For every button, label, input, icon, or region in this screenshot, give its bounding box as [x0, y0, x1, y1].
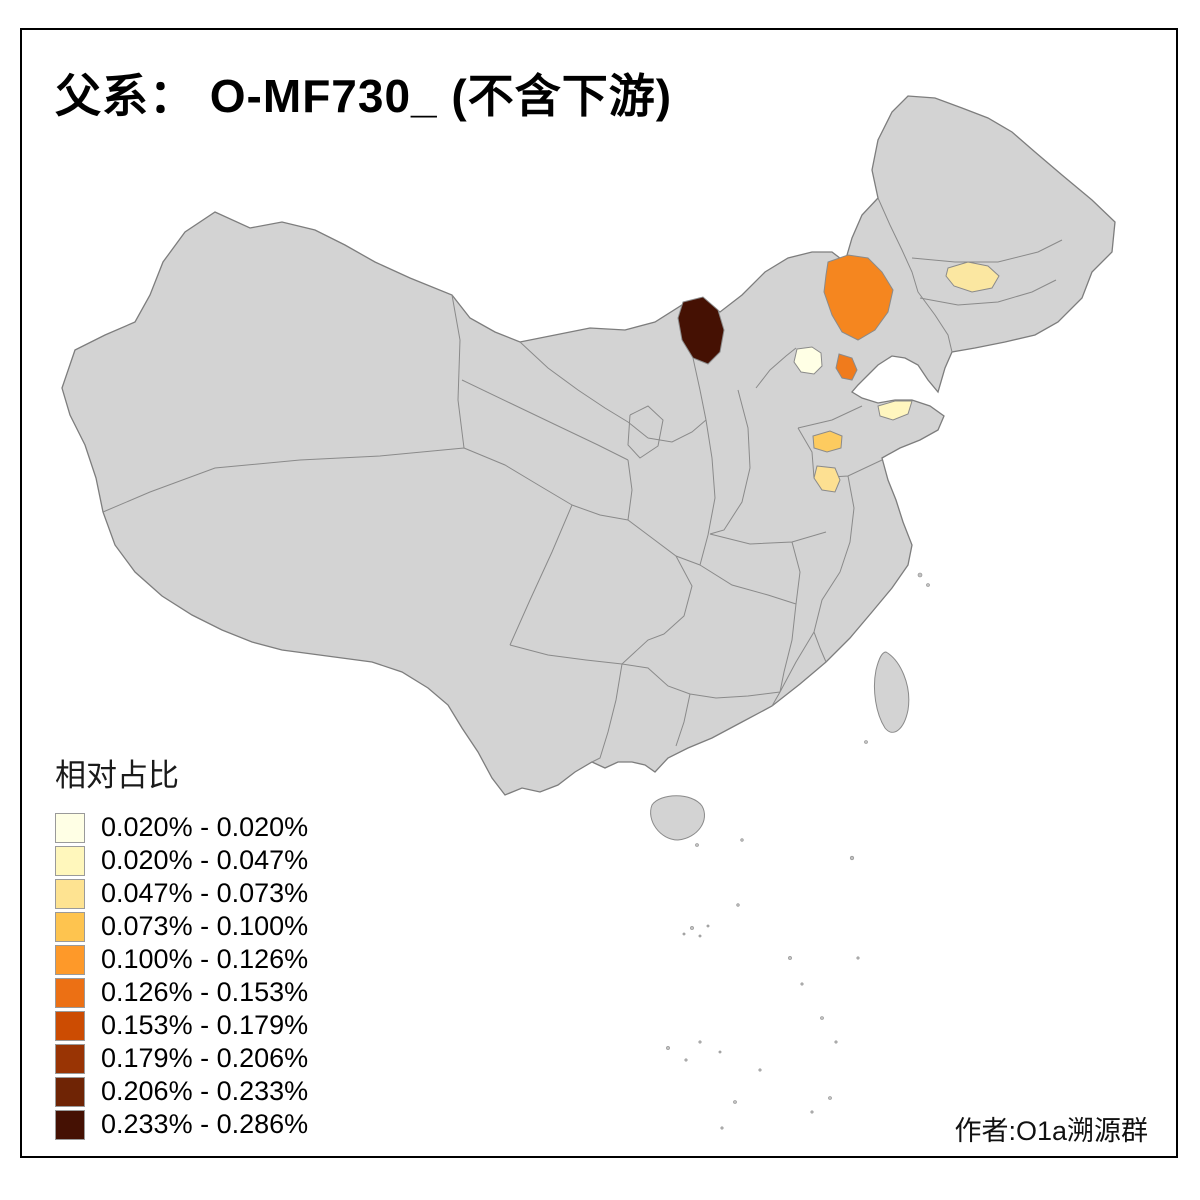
legend-swatch: [55, 977, 85, 1008]
legend-label: 0.126% - 0.153%: [101, 977, 309, 1007]
legend-item: 0.020% - 0.020%: [55, 811, 308, 844]
legend-label: 0.020% - 0.020%: [101, 812, 309, 842]
legend-swatch: [55, 1043, 85, 1074]
legend-swatch: [55, 845, 85, 876]
legend-label: 0.153% - 0.179%: [101, 1010, 309, 1040]
legend-label: 0.100% - 0.126%: [101, 944, 309, 974]
region-tianjin: [835, 353, 858, 381]
legend-item: 0.047% - 0.073%: [55, 877, 308, 910]
region-orange-large: [823, 254, 894, 341]
author-credit: 作者:O1a溯源群: [954, 1116, 1148, 1146]
legend-swatch: [55, 878, 85, 909]
legend-swatch: [55, 1076, 85, 1107]
legend-item: 0.153% - 0.179%: [55, 1009, 308, 1042]
province-borders: [102, 197, 1063, 763]
legend-swatch: [55, 812, 85, 843]
legend-label: 0.020% - 0.047%: [101, 845, 309, 875]
region-liaoning: [945, 261, 1000, 293]
legend-item: 0.073% - 0.100%: [55, 910, 308, 943]
hainan-island: [650, 795, 705, 841]
region-darkest: [677, 296, 725, 365]
region-shandong-peninsula: [877, 400, 913, 421]
legend-swatch: [55, 1010, 85, 1041]
china-mainland: [61, 95, 1116, 796]
legend-item: 0.100% - 0.126%: [55, 943, 308, 976]
legend: 相对占比 0.020% - 0.020% 0.020% - 0.047% 0.0…: [55, 750, 308, 1141]
legend-label: 0.179% - 0.206%: [101, 1043, 309, 1073]
legend-swatch: [55, 911, 85, 942]
legend-label: 0.233% - 0.286%: [101, 1109, 309, 1139]
legend-label: 0.073% - 0.100%: [101, 911, 309, 941]
legend-item: 0.233% - 0.286%: [55, 1108, 308, 1141]
legend-label: 0.206% - 0.233%: [101, 1076, 309, 1106]
legend-swatch: [55, 1109, 85, 1140]
legend-item: 0.179% - 0.206%: [55, 1042, 308, 1075]
legend-item: 0.020% - 0.047%: [55, 844, 308, 877]
legend-label: 0.047% - 0.073%: [101, 878, 309, 908]
legend-item: 0.206% - 0.233%: [55, 1075, 308, 1108]
plot-title: 父系： O-MF730_ (不含下游): [55, 70, 673, 122]
legend-swatch: [55, 944, 85, 975]
legend-item: 0.126% - 0.153%: [55, 976, 308, 1009]
region-beijing: [793, 346, 823, 375]
region-shandong-central: [812, 430, 843, 453]
region-jiangsu-north: [813, 465, 841, 493]
taiwan-island: [873, 651, 910, 733]
legend-title: 相对占比: [55, 758, 179, 793]
south-china-sea-islands: [666, 572, 930, 1130]
